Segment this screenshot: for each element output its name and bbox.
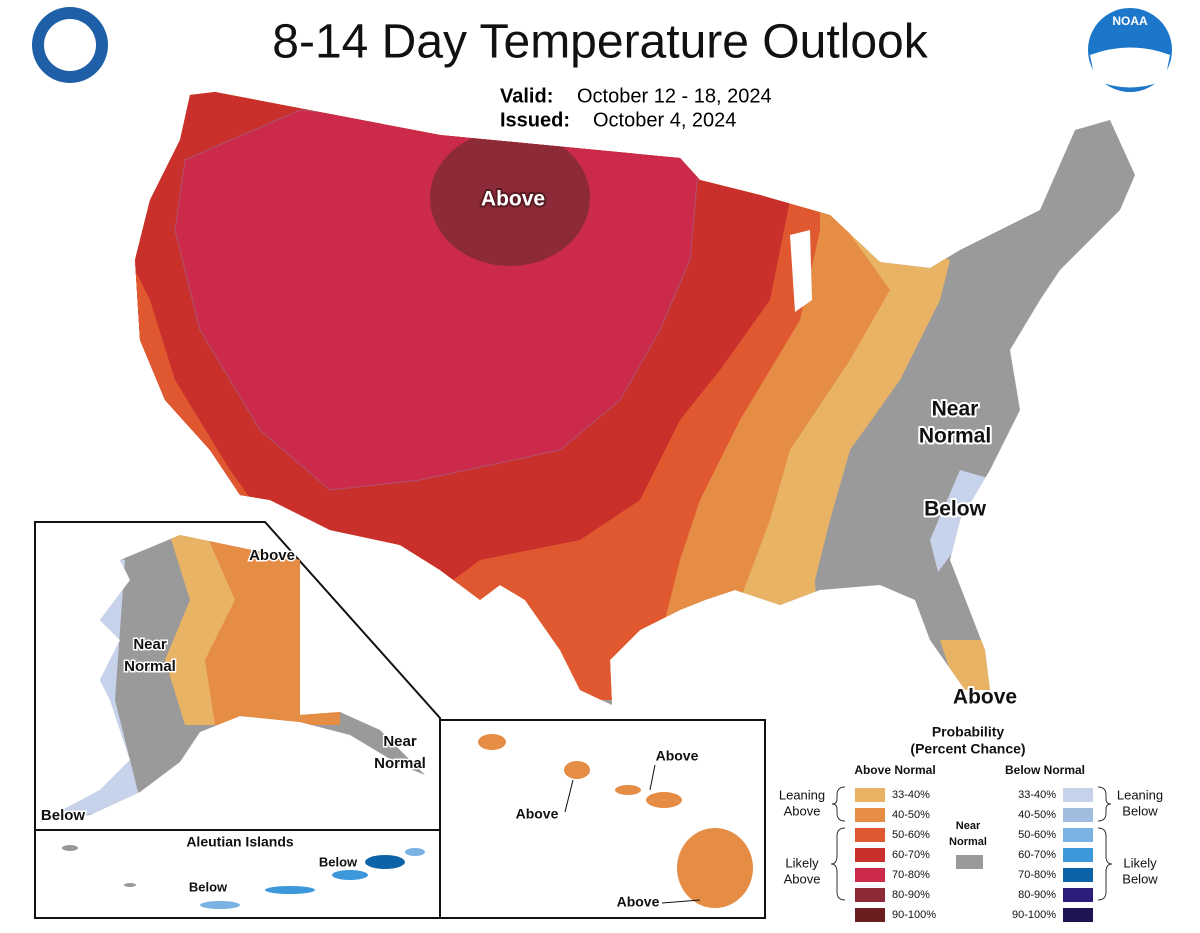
island: [478, 734, 506, 750]
legend-group: Above: [784, 803, 821, 818]
legend-swatch: [855, 908, 885, 922]
logo-bird: [1090, 47, 1170, 88]
leader-line: [649, 764, 656, 791]
map-label: Near: [133, 636, 167, 653]
map-label: Above: [516, 806, 559, 822]
legend-range: 50-60%: [1018, 829, 1056, 841]
map-label: Below: [189, 879, 228, 894]
hawaii-islands: [478, 734, 753, 908]
map-label: Above: [617, 894, 660, 910]
aleutian-title: Aleutian Islands: [186, 834, 294, 850]
island: [646, 792, 682, 808]
legend-range: 70-80%: [1018, 869, 1056, 881]
above-80-90-region: [430, 130, 590, 266]
legend-swatch: [956, 855, 983, 869]
legend-brace: [830, 786, 1113, 901]
aleutian-islands: [62, 845, 425, 909]
legend-swatch: [1063, 828, 1093, 842]
legend-range: 40-50%: [892, 809, 930, 821]
legend-range: 80-90%: [892, 889, 930, 901]
island: [332, 870, 368, 880]
island: [615, 785, 641, 795]
legend-group: Leaning: [779, 787, 825, 802]
map-label: Below: [319, 854, 358, 869]
map-label: Near: [383, 733, 417, 750]
island: [124, 883, 136, 887]
legend-title: Probability: [932, 724, 1005, 740]
legend-group: Likely: [1123, 855, 1157, 870]
legend-swatch: [1063, 868, 1093, 882]
legend-near: Near: [956, 820, 981, 832]
issued-date: October 4, 2024: [593, 109, 736, 131]
map-label: Above: [481, 188, 545, 211]
legend-swatch: [1063, 908, 1093, 922]
legend-swatch: [855, 868, 885, 882]
island: [200, 901, 240, 909]
island: [62, 845, 78, 851]
map-label: Above: [656, 748, 699, 764]
legend-swatch: [855, 788, 885, 802]
legend-group: Leaning: [1117, 787, 1163, 802]
island: [265, 886, 315, 894]
legend-group: Below: [1122, 871, 1158, 886]
legend-swatch: [1063, 808, 1093, 822]
map-label: Above: [953, 686, 1017, 709]
valid-date: October 12 - 18, 2024: [577, 85, 772, 107]
island: [564, 761, 590, 779]
legend-swatch: [1063, 888, 1093, 902]
island: [365, 855, 405, 869]
map-label: Normal: [374, 755, 426, 772]
legend-swatch: [855, 888, 885, 902]
legend-swatch: [855, 808, 885, 822]
title: 8-14 Day Temperature Outlook: [272, 16, 928, 69]
map-label: Below: [41, 807, 86, 824]
legend-range: 60-70%: [892, 849, 930, 861]
map-label: Normal: [124, 658, 176, 675]
legend-swatch: [1063, 848, 1093, 862]
legend-range: 60-70%: [1018, 849, 1056, 861]
legend-range: 33-40%: [892, 789, 930, 801]
legend-group: Below: [1122, 803, 1158, 818]
issued-label: Issued:: [500, 109, 570, 131]
map-label: Above: [249, 547, 295, 564]
legend-title: (Percent Chance): [910, 741, 1025, 757]
island: [405, 848, 425, 856]
legend-swatch: [855, 828, 885, 842]
map-label: Below: [924, 498, 987, 521]
legend-range: 90-100%: [892, 909, 936, 921]
legend-range: 70-80%: [892, 869, 930, 881]
legend-range: 33-40%: [1018, 789, 1056, 801]
leader-line: [564, 779, 574, 813]
legend-range: 80-90%: [1018, 889, 1056, 901]
map-label: Normal: [919, 425, 991, 448]
logo-text: NOAA: [1112, 14, 1148, 28]
map-label: Near: [932, 398, 979, 421]
legend-range: 90-100%: [1012, 909, 1056, 921]
lake-michigan: [790, 230, 812, 312]
legend-range: 40-50%: [1018, 809, 1056, 821]
legend-group: Above: [784, 871, 821, 886]
legend-range: 50-60%: [892, 829, 930, 841]
valid-label: Valid:: [500, 85, 553, 107]
legend-swatch: [855, 848, 885, 862]
legend-swatch: [1063, 788, 1093, 802]
legend-near: Normal: [949, 836, 987, 848]
island: [677, 828, 753, 908]
seal-center: [44, 19, 96, 71]
legend-heading: Above Normal: [854, 763, 935, 777]
legend-heading: Below Normal: [1005, 763, 1085, 777]
legend-group: Likely: [785, 855, 819, 870]
leader-line: [661, 899, 701, 904]
